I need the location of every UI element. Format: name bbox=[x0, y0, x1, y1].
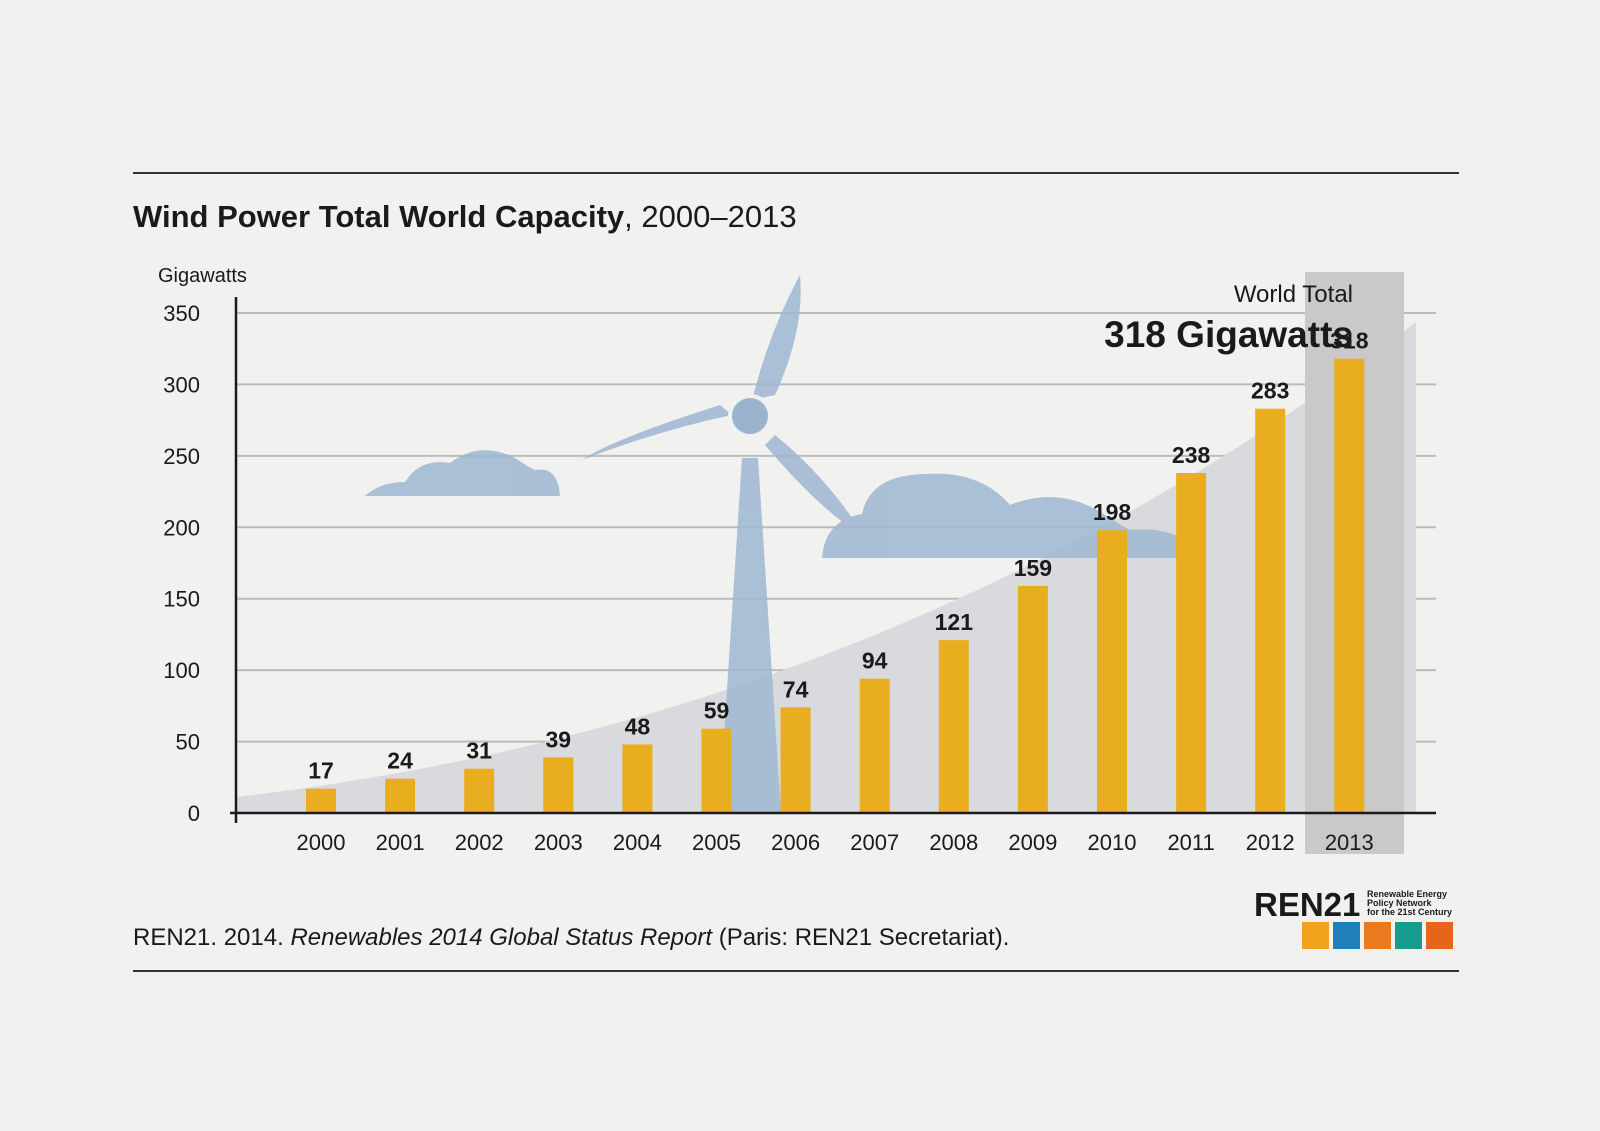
logo-icon bbox=[1426, 922, 1453, 949]
logo-tagline: Renewable Energy bbox=[1367, 889, 1447, 899]
value-label: 17 bbox=[308, 758, 334, 784]
blade bbox=[765, 435, 865, 538]
plot: 0 50 100 150 200 250 300 350 2000 17 2001 24 2002 31 2… bbox=[163, 301, 1373, 855]
x-tick-label: 2013 bbox=[1325, 830, 1374, 855]
annotation: 318 Gigawatts bbox=[1104, 314, 1353, 355]
value-label: 31 bbox=[466, 738, 492, 764]
title-main: Wind Power Total World Capacity bbox=[133, 199, 625, 234]
logo-icon bbox=[1302, 922, 1329, 949]
logo-tagline: for the 21st Century bbox=[1367, 907, 1452, 917]
x-tick-label: 2011 bbox=[1167, 830, 1214, 855]
source-part: (Paris: REN21 Secretariat). bbox=[712, 924, 1009, 951]
x-tick-label: 2008 bbox=[929, 830, 978, 855]
x-tick-label: 2010 bbox=[1088, 830, 1137, 855]
y-tick-label: 200 bbox=[163, 515, 200, 540]
value-label: 283 bbox=[1251, 378, 1289, 404]
tower bbox=[719, 458, 781, 813]
logo-name: REN21 bbox=[1254, 886, 1360, 923]
bar bbox=[306, 788, 336, 813]
logo-icon bbox=[1395, 922, 1422, 949]
annotation: World Total bbox=[1234, 281, 1353, 308]
bar bbox=[1017, 585, 1048, 813]
bar bbox=[1255, 408, 1286, 813]
x-tick-label: 2003 bbox=[534, 830, 583, 855]
y-tick-label: 50 bbox=[176, 730, 200, 755]
source-part: REN21. 2014. bbox=[133, 924, 290, 951]
y-tick-label: 300 bbox=[163, 372, 200, 397]
bar bbox=[1334, 358, 1365, 813]
logo-icons bbox=[1302, 922, 1453, 949]
y-axis-label: Gigawatts bbox=[158, 265, 247, 287]
logo-icon bbox=[1333, 922, 1360, 949]
value-label: 24 bbox=[387, 748, 413, 774]
x-tick-label: 2006 bbox=[771, 830, 820, 855]
bar bbox=[1097, 530, 1127, 813]
bar bbox=[464, 768, 495, 813]
blade bbox=[752, 275, 801, 400]
y-tick-label: 350 bbox=[163, 301, 200, 326]
source-title: Renewables 2014 Global Status Report bbox=[290, 924, 713, 951]
x-tick-label: 2001 bbox=[376, 830, 425, 855]
x-tick-label: 2007 bbox=[850, 830, 899, 855]
chart-title: Wind Power Total World Capacity, 2000–20… bbox=[133, 199, 797, 234]
source: REN21. 2014. Renewables 2014 Global Stat… bbox=[133, 924, 1009, 951]
bar bbox=[543, 757, 574, 813]
value-label: 39 bbox=[546, 726, 572, 752]
bar bbox=[385, 778, 416, 813]
bar bbox=[859, 678, 890, 813]
value-label: 48 bbox=[625, 713, 651, 739]
y-tick-label: 250 bbox=[163, 444, 200, 469]
bar bbox=[780, 707, 811, 813]
bar bbox=[622, 744, 653, 813]
hub bbox=[728, 394, 772, 438]
title-period: , 2000–2013 bbox=[624, 199, 796, 234]
value-label: 59 bbox=[704, 698, 730, 724]
y-tick-label: 100 bbox=[163, 658, 200, 683]
value-label: 318 bbox=[1330, 328, 1369, 354]
blade bbox=[582, 405, 732, 460]
x-tick-label: 2005 bbox=[692, 830, 741, 855]
y-tick-label: 150 bbox=[163, 587, 200, 612]
bar bbox=[701, 728, 732, 813]
logo-tagline: Policy Network bbox=[1367, 898, 1433, 908]
value-label: 238 bbox=[1172, 442, 1211, 468]
x-tick-label: 2000 bbox=[297, 830, 346, 855]
y-tick-label: 0 bbox=[188, 801, 200, 826]
cloud bbox=[365, 450, 560, 496]
bar bbox=[1176, 473, 1207, 813]
value-label: 159 bbox=[1014, 555, 1052, 581]
logo-icon bbox=[1364, 922, 1391, 949]
value-label: 121 bbox=[935, 609, 974, 635]
value-label: 74 bbox=[783, 676, 809, 702]
x-tick-label: 2009 bbox=[1008, 830, 1057, 855]
value-label: 198 bbox=[1093, 499, 1132, 525]
value-label: 94 bbox=[862, 648, 888, 674]
x-tick-label: 2004 bbox=[613, 830, 662, 855]
x-tick-label: 2002 bbox=[455, 830, 504, 855]
bar bbox=[938, 640, 969, 813]
x-tick-label: 2012 bbox=[1246, 830, 1295, 855]
